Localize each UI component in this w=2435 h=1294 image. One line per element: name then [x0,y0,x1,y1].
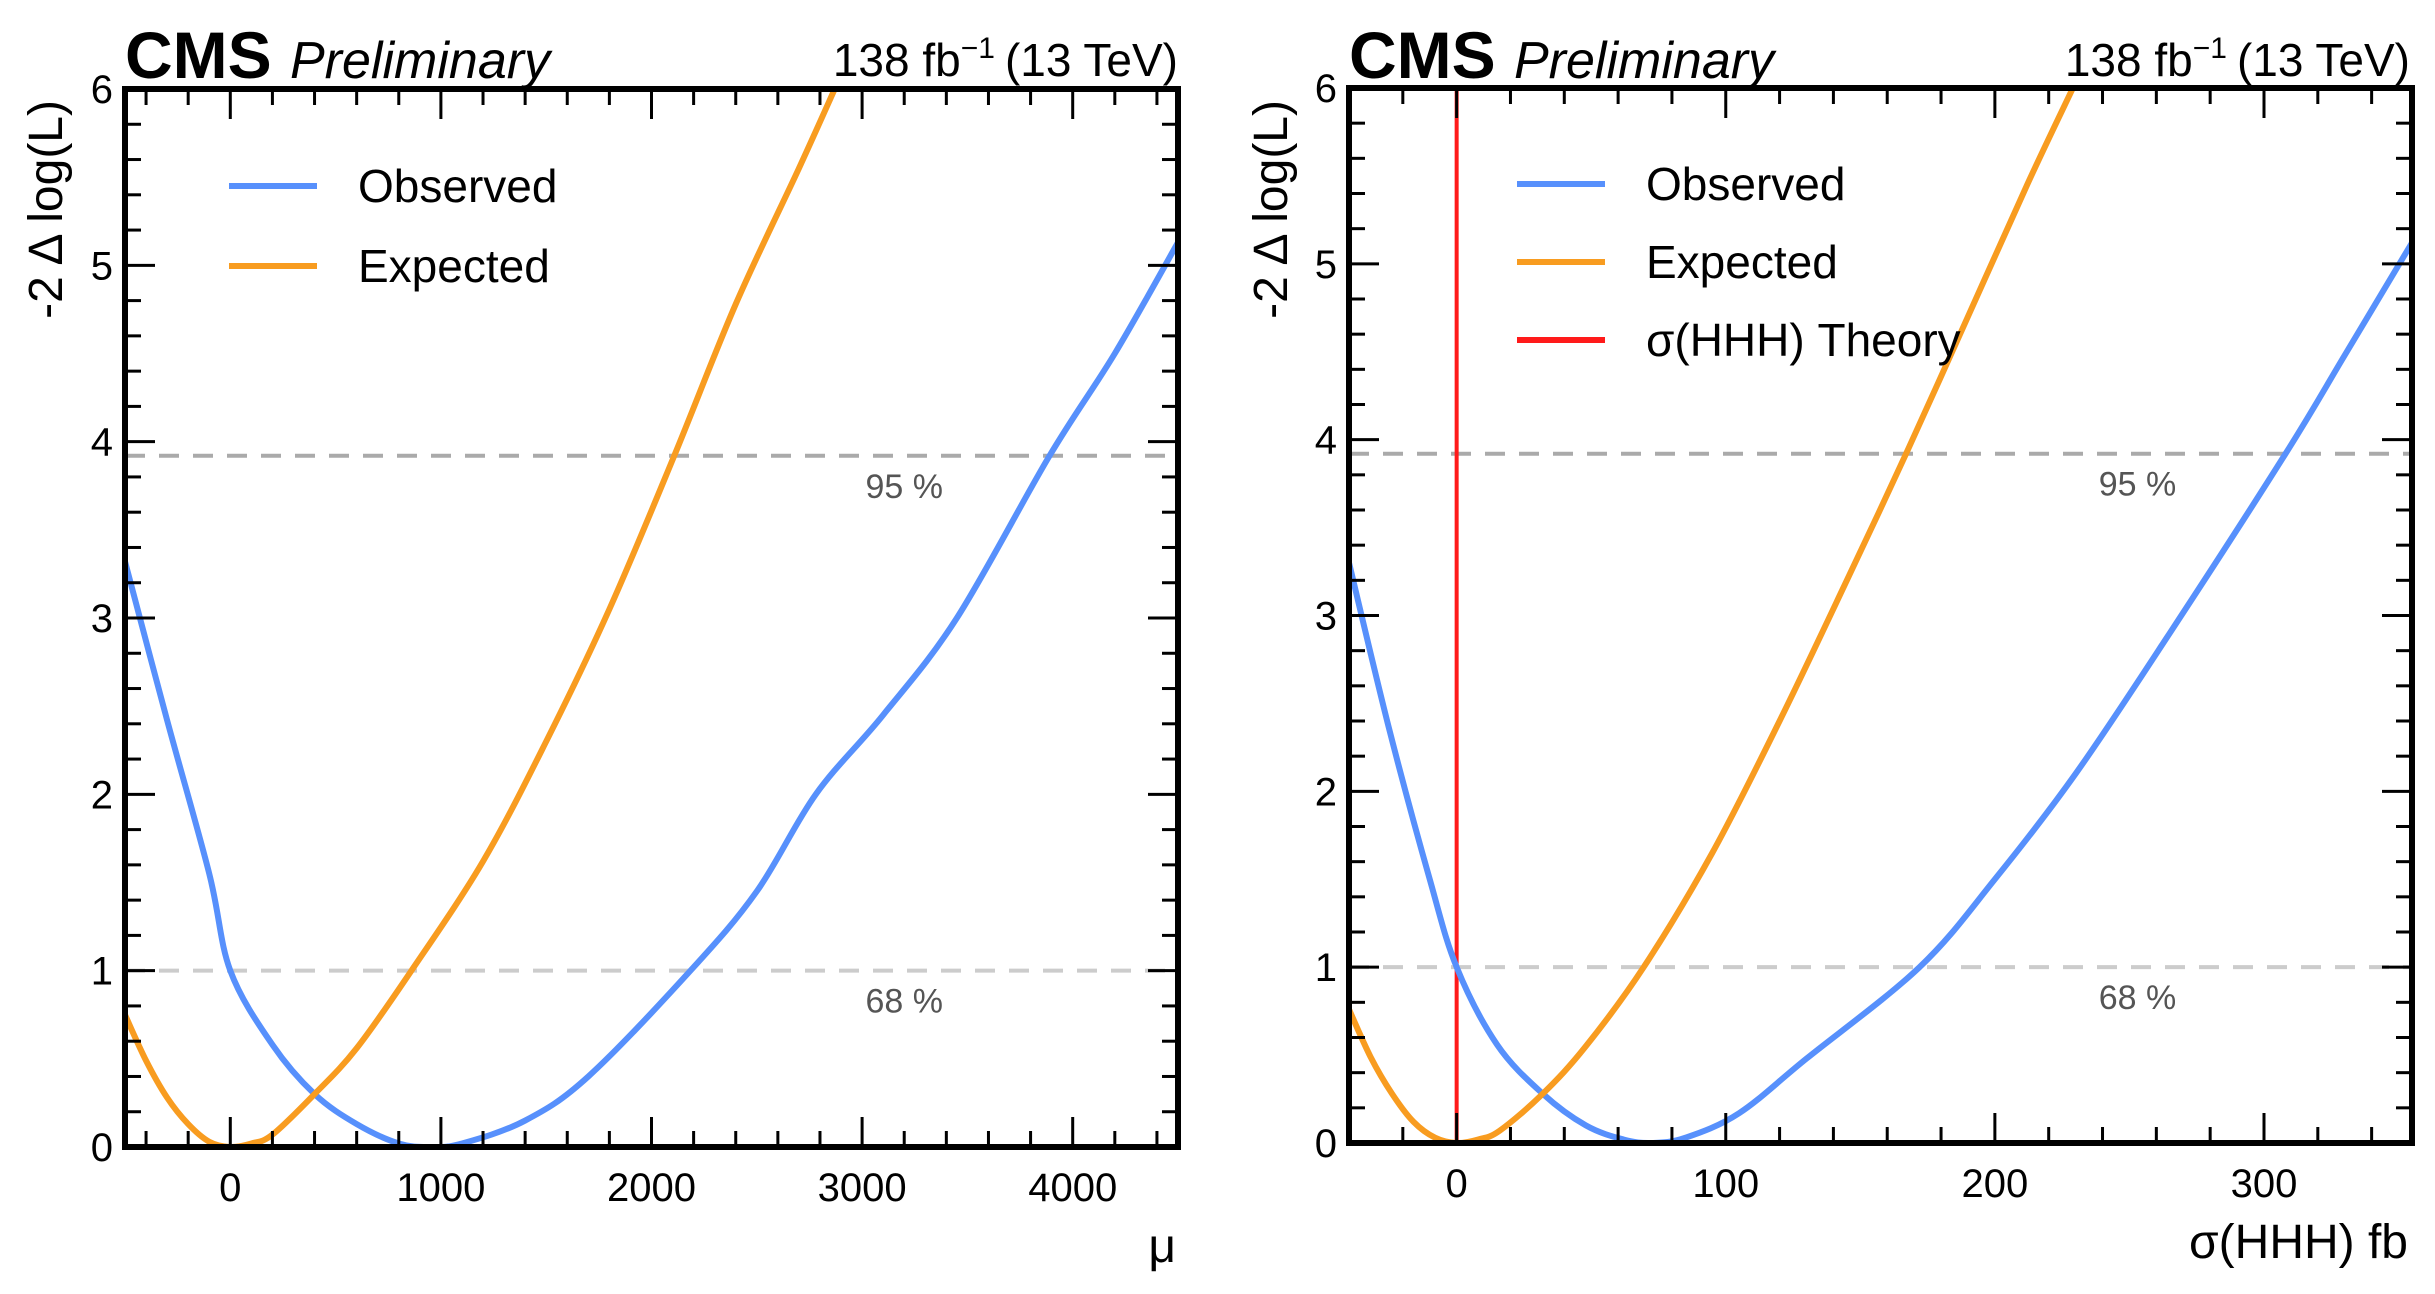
cms-label: CMS [1349,18,1496,92]
lumi-exponent: −1 [961,32,995,65]
energy-value: (13 TeV) [2237,34,2410,86]
legend-label: σ(HHH) Theory [1646,314,1961,366]
x-tick-label: 0 [219,1166,241,1210]
legend-label: Observed [358,160,557,212]
y-tick-label: 0 [91,1126,113,1170]
x-tick-label: 2000 [607,1166,696,1210]
energy-value: (13 TeV) [1005,34,1178,86]
y-tick-label: 3 [1315,595,1337,639]
x-tick-label: 300 [2231,1162,2298,1206]
legend-item-expected: Expected [229,240,550,292]
series-expected-line [125,89,838,1147]
cl-label-68: 68 % [865,983,943,1021]
x-tick-label: 0 [1446,1162,1468,1206]
x-tick-label: 100 [1692,1162,1759,1206]
y-axis-title: -2 Δ log(L) [1245,100,1298,319]
plot-area: 68 % 95 % 0 1 2 3 4 5 6 0 1000 2000 3000 4000 Observed… [91,68,1181,1210]
lumi-value: 138 fb [2065,34,2193,86]
legend-label: Observed [1646,158,1845,210]
legend-item-observed: Observed [1517,158,1845,210]
plot-frame [1346,85,2415,1146]
x-tick-label: 3000 [818,1166,907,1210]
lumi-energy-label: 138 fb−1 (13 TeV) [833,32,1178,86]
legend: Observed Expected σ(HHH) Theory [1517,158,1961,366]
x-axis-title: σ(HHH) fb [2189,1216,2408,1269]
legend: Observed Expected [229,160,557,292]
panel-xsec-scan: CMS Preliminary 138 fb−1 (13 TeV) 68 % 95 … [1245,18,2415,1269]
plot-area: 68 % 95 % 0 1 2 3 4 5 6 0 100 200 300 Observed Expecte… [1315,67,2415,1206]
preliminary-label: Preliminary [1514,32,1777,90]
plot-frame [122,86,1181,1150]
legend-label: Expected [1646,236,1838,288]
series-observed-line [125,240,1178,1147]
y-tick-label: 4 [1315,419,1337,463]
y-tick-label: 1 [1315,946,1337,990]
x-tick-label: 200 [1961,1162,2028,1206]
series-expected-line [1349,88,2076,1143]
legend-item-hhh-theory: σ(HHH) Theory [1517,314,1961,366]
x-tick-label: 1000 [396,1166,485,1210]
y-tick-label: 1 [91,950,113,994]
lumi-energy-label: 138 fb−1 (13 TeV) [2065,32,2410,86]
legend-label: Expected [358,240,550,292]
y-tick-label: 6 [91,68,113,112]
lumi-value: 138 fb [833,34,961,86]
preliminary-label: Preliminary [290,32,553,90]
x-axis-title: μ [1148,1220,1176,1273]
panel-mu-scan: CMS Preliminary 138 fb−1 (13 TeV) 68 % 95 … [20,18,1181,1273]
y-tick-label: 2 [91,773,113,817]
y-tick-label: 3 [91,597,113,641]
cl-label-95: 95 % [2099,466,2177,504]
cl-label-95: 95 % [865,468,943,506]
cl-label-68: 68 % [2099,979,2177,1017]
y-tick-label: 2 [1315,770,1337,814]
y-tick-label: 0 [1315,1122,1337,1166]
y-tick-label: 4 [91,421,113,465]
series-observed-line [1349,241,2412,1143]
lumi-exponent: −1 [2193,32,2227,65]
y-tick-label: 5 [1315,243,1337,287]
x-tick-label: 4000 [1028,1166,1117,1210]
y-tick-label: 5 [91,244,113,288]
y-tick-label: 6 [1315,67,1337,111]
legend-item-expected: Expected [1517,236,1838,288]
y-axis-title: -2 Δ log(L) [20,100,73,319]
legend-item-observed: Observed [229,160,557,212]
cms-label: CMS [125,18,272,92]
